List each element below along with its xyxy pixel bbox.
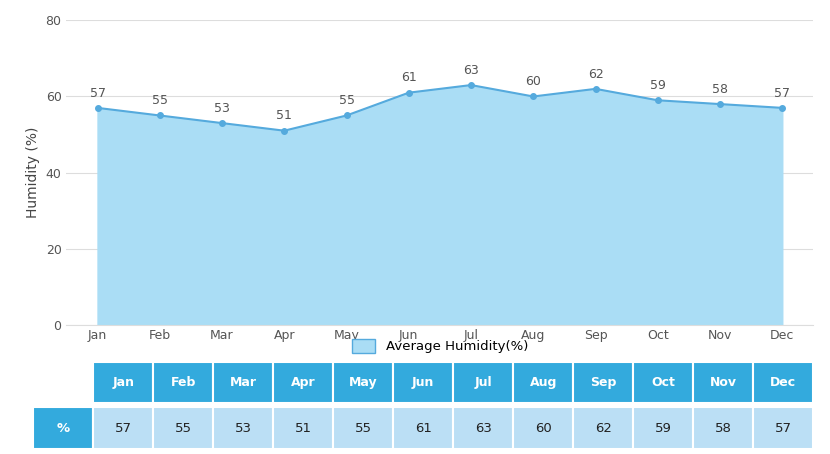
Bar bbox=[754, 361, 813, 404]
Text: 57: 57 bbox=[115, 422, 132, 435]
Bar bbox=[574, 407, 633, 449]
Text: Aug: Aug bbox=[530, 376, 557, 389]
Text: 55: 55 bbox=[152, 94, 168, 107]
Bar bbox=[574, 361, 633, 404]
Bar bbox=[154, 407, 213, 449]
Bar bbox=[334, 407, 393, 449]
Text: 60: 60 bbox=[525, 75, 541, 88]
Text: 57: 57 bbox=[775, 422, 792, 435]
Text: May: May bbox=[349, 376, 378, 389]
Bar bbox=[33, 407, 93, 449]
Bar bbox=[393, 361, 453, 404]
Text: 58: 58 bbox=[712, 83, 728, 96]
Bar bbox=[393, 407, 453, 449]
Bar bbox=[154, 361, 213, 404]
Bar bbox=[93, 361, 154, 404]
Text: 55: 55 bbox=[339, 94, 354, 107]
Y-axis label: Humidity (%): Humidity (%) bbox=[26, 127, 40, 218]
Text: 51: 51 bbox=[276, 109, 292, 123]
Text: Oct: Oct bbox=[652, 376, 676, 389]
Text: Apr: Apr bbox=[291, 376, 315, 389]
Text: Nov: Nov bbox=[710, 376, 737, 389]
Text: 58: 58 bbox=[715, 422, 732, 435]
Text: 55: 55 bbox=[175, 422, 192, 435]
Text: 57: 57 bbox=[90, 87, 105, 99]
Text: 59: 59 bbox=[650, 79, 666, 92]
Text: 53: 53 bbox=[214, 102, 230, 115]
Text: 55: 55 bbox=[354, 422, 372, 435]
Text: 62: 62 bbox=[595, 422, 612, 435]
Bar bbox=[633, 361, 693, 404]
Bar bbox=[33, 361, 93, 404]
Bar bbox=[273, 361, 334, 404]
Bar bbox=[513, 407, 574, 449]
Legend: Average Humidity(%): Average Humidity(%) bbox=[352, 339, 528, 353]
Text: 51: 51 bbox=[295, 422, 312, 435]
Text: Dec: Dec bbox=[770, 376, 797, 389]
Text: 53: 53 bbox=[235, 422, 251, 435]
Text: Jan: Jan bbox=[112, 376, 134, 389]
Bar bbox=[453, 361, 513, 404]
Bar bbox=[334, 361, 393, 404]
Text: 61: 61 bbox=[401, 71, 417, 84]
Text: Mar: Mar bbox=[230, 376, 256, 389]
Bar bbox=[213, 361, 273, 404]
Bar bbox=[754, 407, 813, 449]
Text: Feb: Feb bbox=[170, 376, 196, 389]
Text: Jun: Jun bbox=[413, 376, 434, 389]
Text: 62: 62 bbox=[588, 68, 603, 80]
Bar bbox=[633, 407, 693, 449]
Bar bbox=[693, 407, 754, 449]
Text: 61: 61 bbox=[415, 422, 432, 435]
Bar bbox=[213, 407, 273, 449]
Text: 60: 60 bbox=[535, 422, 552, 435]
Text: 63: 63 bbox=[475, 422, 491, 435]
Text: 57: 57 bbox=[774, 87, 790, 99]
Bar bbox=[693, 361, 754, 404]
Bar bbox=[513, 361, 574, 404]
Text: %: % bbox=[56, 422, 70, 435]
Bar bbox=[273, 407, 334, 449]
Text: 63: 63 bbox=[463, 64, 479, 77]
Text: 59: 59 bbox=[655, 422, 671, 435]
Text: Jul: Jul bbox=[475, 376, 492, 389]
Bar bbox=[453, 407, 513, 449]
Text: Sep: Sep bbox=[590, 376, 617, 389]
Bar bbox=[93, 407, 154, 449]
